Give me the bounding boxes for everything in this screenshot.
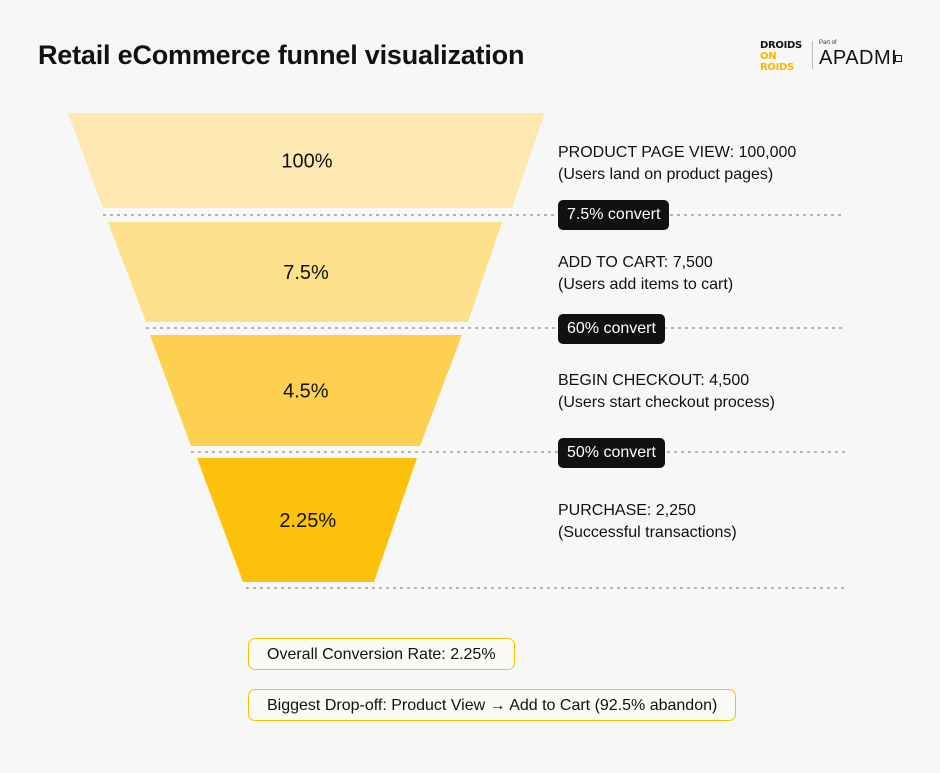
- logo-line-1: DROIDS: [760, 40, 802, 51]
- brand-logo: DROIDS ON ROIDS Part of APADMI: [760, 40, 910, 76]
- logo-divider: [812, 41, 813, 69]
- stage-2-description: (Users add items to cart): [558, 276, 734, 293]
- funnel-percent-label-1: 100%: [281, 151, 332, 173]
- stage-label-1: PRODUCT PAGE VIEW: 100,000 (Users land o…: [558, 142, 796, 186]
- conversion-pill-2: 60% convert: [558, 314, 665, 344]
- stage-4-heading: PURCHASE: 2,250: [558, 502, 696, 519]
- stage-3-heading: BEGIN CHECKOUT: 4,500: [558, 372, 750, 389]
- biggest-dropoff-box: Biggest Drop-off: Product View → Add to …: [248, 689, 737, 721]
- part-of-label: Part of: [819, 40, 837, 46]
- droids-logo: DROIDS ON ROIDS: [760, 40, 808, 73]
- stage-4-description: (Successful transactions): [558, 524, 737, 541]
- conversion-pill-1: 7.5% convert: [558, 200, 670, 230]
- apadmi-logo: APADMI: [819, 47, 898, 69]
- funnel-percent-label-3: 4.5%: [283, 381, 329, 403]
- logo-line-2: ON ROIDS: [760, 51, 794, 73]
- funnel-segment-3: [150, 335, 462, 446]
- funnel-percent-label-4: 2.25%: [279, 510, 336, 532]
- funnel-segment-1: [68, 113, 545, 208]
- funnel-segment-2: [108, 222, 502, 322]
- stage-1-description: (Users land on product pages): [558, 166, 774, 183]
- stage-label-4: PURCHASE: 2,250 (Successful transactions…: [558, 500, 737, 544]
- stage-1-heading: PRODUCT PAGE VIEW: 100,000: [558, 144, 797, 161]
- overall-conversion-box: Overall Conversion Rate: 2.25%: [248, 638, 515, 670]
- stage-label-3: BEGIN CHECKOUT: 4,500 (Users start check…: [558, 370, 775, 414]
- apadmi-mark-icon: [895, 55, 902, 62]
- funnel-segment-4: [197, 458, 417, 582]
- funnel-percent-label-2: 7.5%: [283, 262, 329, 284]
- conversion-pill-3: 50% convert: [558, 438, 665, 468]
- stage-3-description: (Users start checkout process): [558, 394, 775, 411]
- page-title: Retail eCommerce funnel visualization: [38, 40, 525, 70]
- stage-2-heading: ADD TO CART: 7,500: [558, 254, 713, 271]
- stage-label-2: ADD TO CART: 7,500 (Users add items to c…: [558, 252, 733, 296]
